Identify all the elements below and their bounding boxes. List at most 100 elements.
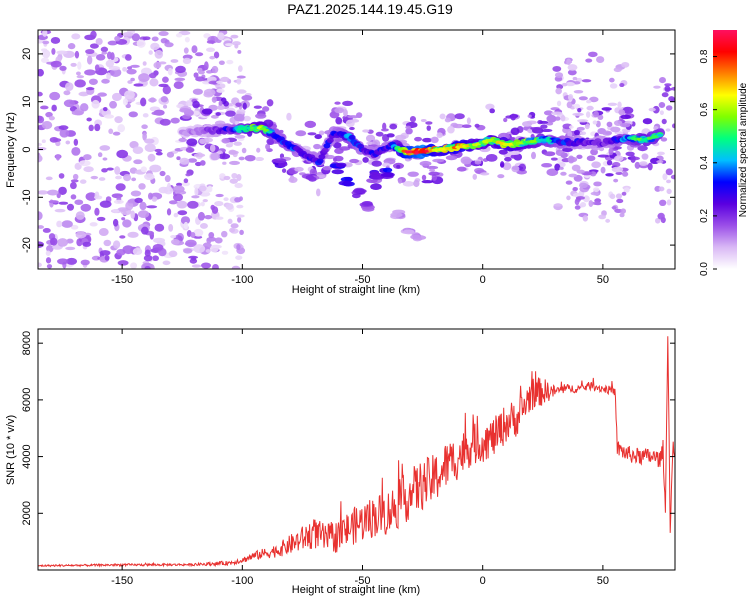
halo-cell — [503, 117, 508, 123]
halo-cell — [402, 181, 415, 187]
noise-cell — [122, 219, 132, 228]
noise-cell — [664, 83, 672, 87]
halo-cell — [215, 112, 222, 116]
noise-cell — [153, 61, 162, 69]
noise-cell — [170, 239, 180, 245]
noise-cell — [236, 243, 241, 251]
noise-cell — [83, 166, 94, 173]
noise-cell — [108, 128, 114, 135]
noise-cell — [146, 205, 158, 209]
noise-cell — [122, 67, 128, 72]
noise-cell — [70, 224, 79, 230]
halo-cell — [199, 138, 207, 145]
spectrogram-y-tick-label: 20 — [21, 48, 33, 60]
ridge-cell — [348, 134, 356, 140]
noise-cell — [127, 231, 139, 238]
halo-cell — [600, 166, 606, 174]
noise-cell — [567, 93, 574, 101]
halo-cell — [218, 100, 223, 106]
halo-cell — [454, 113, 465, 120]
colorbar-ticks: 0.0 0.2 0.4 0.6 0.8 — [699, 49, 717, 276]
noise-cell — [216, 80, 223, 85]
noise-cell — [99, 200, 112, 208]
noise-cell — [198, 185, 207, 192]
noise-cell — [71, 110, 84, 116]
halo-cell — [560, 115, 566, 122]
noise-cell — [661, 118, 667, 125]
noise-cell — [106, 167, 114, 171]
noise-cell — [238, 196, 243, 202]
noise-cell — [617, 101, 622, 109]
noise-cell — [596, 56, 605, 63]
halo-cell — [288, 176, 298, 183]
noise-cell — [619, 212, 625, 218]
noise-cell — [574, 205, 581, 210]
halo-cell — [333, 141, 342, 149]
noise-cell — [133, 159, 143, 165]
spectrogram-x-tick-label: 50 — [597, 274, 609, 286]
noise-cell — [133, 83, 144, 87]
noise-cell — [159, 170, 166, 177]
noise-cell — [63, 99, 75, 108]
noise-cell — [192, 88, 203, 95]
halo-cell — [530, 133, 535, 139]
snr-x-tick-label: -50 — [355, 575, 371, 587]
snr-y-tick-label: 6000 — [21, 388, 33, 412]
noise-cell — [85, 49, 95, 55]
noise-cell — [568, 125, 574, 129]
halo-cell — [606, 121, 613, 128]
halo-cell — [601, 107, 612, 111]
noise-cell — [206, 40, 216, 44]
noise-cell — [142, 61, 147, 66]
noise-cell — [80, 203, 92, 212]
noise-cell — [216, 105, 225, 110]
halo-cell — [266, 138, 275, 146]
noise-cell — [195, 161, 202, 167]
noise-cell — [65, 246, 76, 251]
snr-y-tick-label: 2000 — [21, 501, 33, 525]
noise-cell — [130, 64, 140, 68]
noise-cell — [86, 117, 92, 122]
halo-cell — [228, 160, 241, 165]
noise-cell — [115, 183, 126, 191]
noise-cell — [94, 191, 100, 199]
spectrogram-y-ticks: -20 -10 0 10 20 — [21, 48, 675, 253]
spectrogram-y-tick-label: 0 — [21, 146, 33, 152]
snr-x-tick-label: 0 — [480, 575, 486, 587]
halo-cell — [405, 125, 411, 130]
noise-cell — [236, 89, 247, 94]
noise-cell — [573, 103, 581, 109]
halo-cell — [262, 106, 270, 112]
noise-cell — [671, 123, 675, 129]
halo-cell — [521, 121, 533, 127]
noise-cell — [174, 77, 186, 82]
halo-cell — [426, 165, 439, 170]
noise-cell — [221, 230, 228, 238]
noise-cell — [38, 211, 43, 221]
noise-cell — [95, 53, 106, 61]
noise-cell — [593, 187, 600, 193]
noise-cell — [166, 151, 175, 158]
noise-cell — [180, 216, 191, 225]
noise-cell — [230, 34, 239, 39]
halo-cell — [630, 155, 636, 163]
halo-cell — [511, 165, 520, 173]
noise-cell — [588, 51, 598, 58]
noise-cell — [140, 166, 148, 173]
noise-cell — [660, 137, 668, 142]
noise-cell — [653, 126, 659, 131]
noise-cell — [117, 207, 129, 212]
halo-cell — [342, 100, 354, 106]
noise-cell — [586, 155, 596, 162]
halo-cell — [233, 113, 245, 122]
noise-cell — [132, 247, 143, 256]
halo-cell — [255, 113, 267, 119]
halo-cell — [641, 153, 649, 160]
noise-cell — [170, 117, 180, 124]
halo-cell — [234, 134, 246, 139]
halo-cell — [577, 119, 589, 123]
noise-cell — [151, 111, 161, 116]
halo-cell — [509, 136, 516, 141]
noise-cell — [572, 76, 578, 81]
noise-cell — [665, 168, 673, 176]
